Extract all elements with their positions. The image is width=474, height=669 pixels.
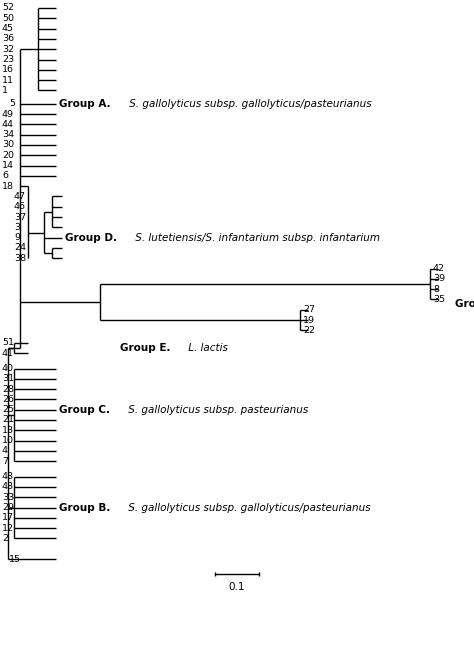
Text: 36: 36	[2, 34, 14, 43]
Text: 18: 18	[2, 182, 14, 191]
Text: 52: 52	[2, 3, 14, 13]
Text: S. gallolyticus subsp. gallolyticus/pasteurianus: S. gallolyticus subsp. gallolyticus/past…	[125, 502, 371, 512]
Text: 7: 7	[2, 457, 8, 466]
Text: 40: 40	[2, 364, 14, 373]
Text: 24: 24	[14, 244, 26, 252]
Text: 49: 49	[2, 110, 14, 118]
Text: 10: 10	[2, 436, 14, 445]
Text: 47: 47	[14, 192, 26, 201]
Text: 16: 16	[2, 66, 14, 74]
Text: S. gallolyticus subsp. pasteurianus: S. gallolyticus subsp. pasteurianus	[125, 405, 308, 415]
Text: 41: 41	[2, 349, 14, 357]
Text: Group A.: Group A.	[59, 99, 110, 109]
Text: 48: 48	[2, 472, 14, 481]
Text: 28: 28	[2, 385, 14, 393]
Text: 5: 5	[9, 99, 15, 108]
Text: 42: 42	[433, 264, 445, 273]
Text: 4: 4	[2, 446, 8, 456]
Text: 23: 23	[2, 55, 14, 64]
Text: 51: 51	[2, 339, 14, 347]
Text: 32: 32	[2, 45, 14, 54]
Text: 44: 44	[2, 120, 14, 129]
Text: 30: 30	[2, 140, 14, 149]
Text: Group B.: Group B.	[59, 502, 110, 512]
Text: 11: 11	[2, 76, 14, 84]
Text: 38: 38	[14, 254, 26, 263]
Text: 43: 43	[2, 482, 14, 492]
Text: 19: 19	[303, 316, 315, 324]
Text: 20: 20	[2, 151, 14, 160]
Text: 33: 33	[2, 493, 14, 502]
Text: 21: 21	[2, 415, 14, 425]
Text: 29: 29	[2, 503, 14, 512]
Text: 9: 9	[14, 233, 20, 242]
Text: 0.1: 0.1	[229, 582, 245, 592]
Text: 50: 50	[2, 14, 14, 23]
Text: 37: 37	[14, 213, 26, 221]
Text: 34: 34	[2, 130, 14, 139]
Text: 31: 31	[2, 374, 14, 383]
Text: 46: 46	[14, 202, 26, 211]
Text: Group C.: Group C.	[59, 405, 110, 415]
Text: 8: 8	[433, 285, 439, 294]
Text: S. gallolyticus subsp. gallolyticus/pasteurianus: S. gallolyticus subsp. gallolyticus/past…	[126, 99, 371, 109]
Text: S. lutetiensis/S. infantarium subsp. infantarium: S. lutetiensis/S. infantarium subsp. inf…	[132, 233, 380, 243]
Text: 13: 13	[2, 425, 14, 435]
Text: 25: 25	[2, 405, 14, 414]
Text: 2: 2	[2, 534, 8, 543]
Text: 12: 12	[2, 524, 14, 533]
Text: 39: 39	[433, 274, 445, 284]
Text: 27: 27	[303, 305, 315, 314]
Text: 15: 15	[9, 555, 21, 563]
Text: Group D.: Group D.	[65, 233, 117, 243]
Text: 45: 45	[2, 24, 14, 33]
Text: 22: 22	[303, 326, 315, 335]
Text: Group F.: Group F.	[455, 300, 474, 310]
Text: 17: 17	[2, 513, 14, 522]
Text: 35: 35	[433, 295, 445, 304]
Text: 14: 14	[2, 161, 14, 170]
Text: L. lactis: L. lactis	[185, 343, 228, 353]
Text: 6: 6	[2, 171, 8, 181]
Text: 3: 3	[14, 223, 20, 232]
Text: Group E.: Group E.	[120, 343, 171, 353]
Text: 26: 26	[2, 395, 14, 404]
Text: 1: 1	[2, 86, 8, 95]
